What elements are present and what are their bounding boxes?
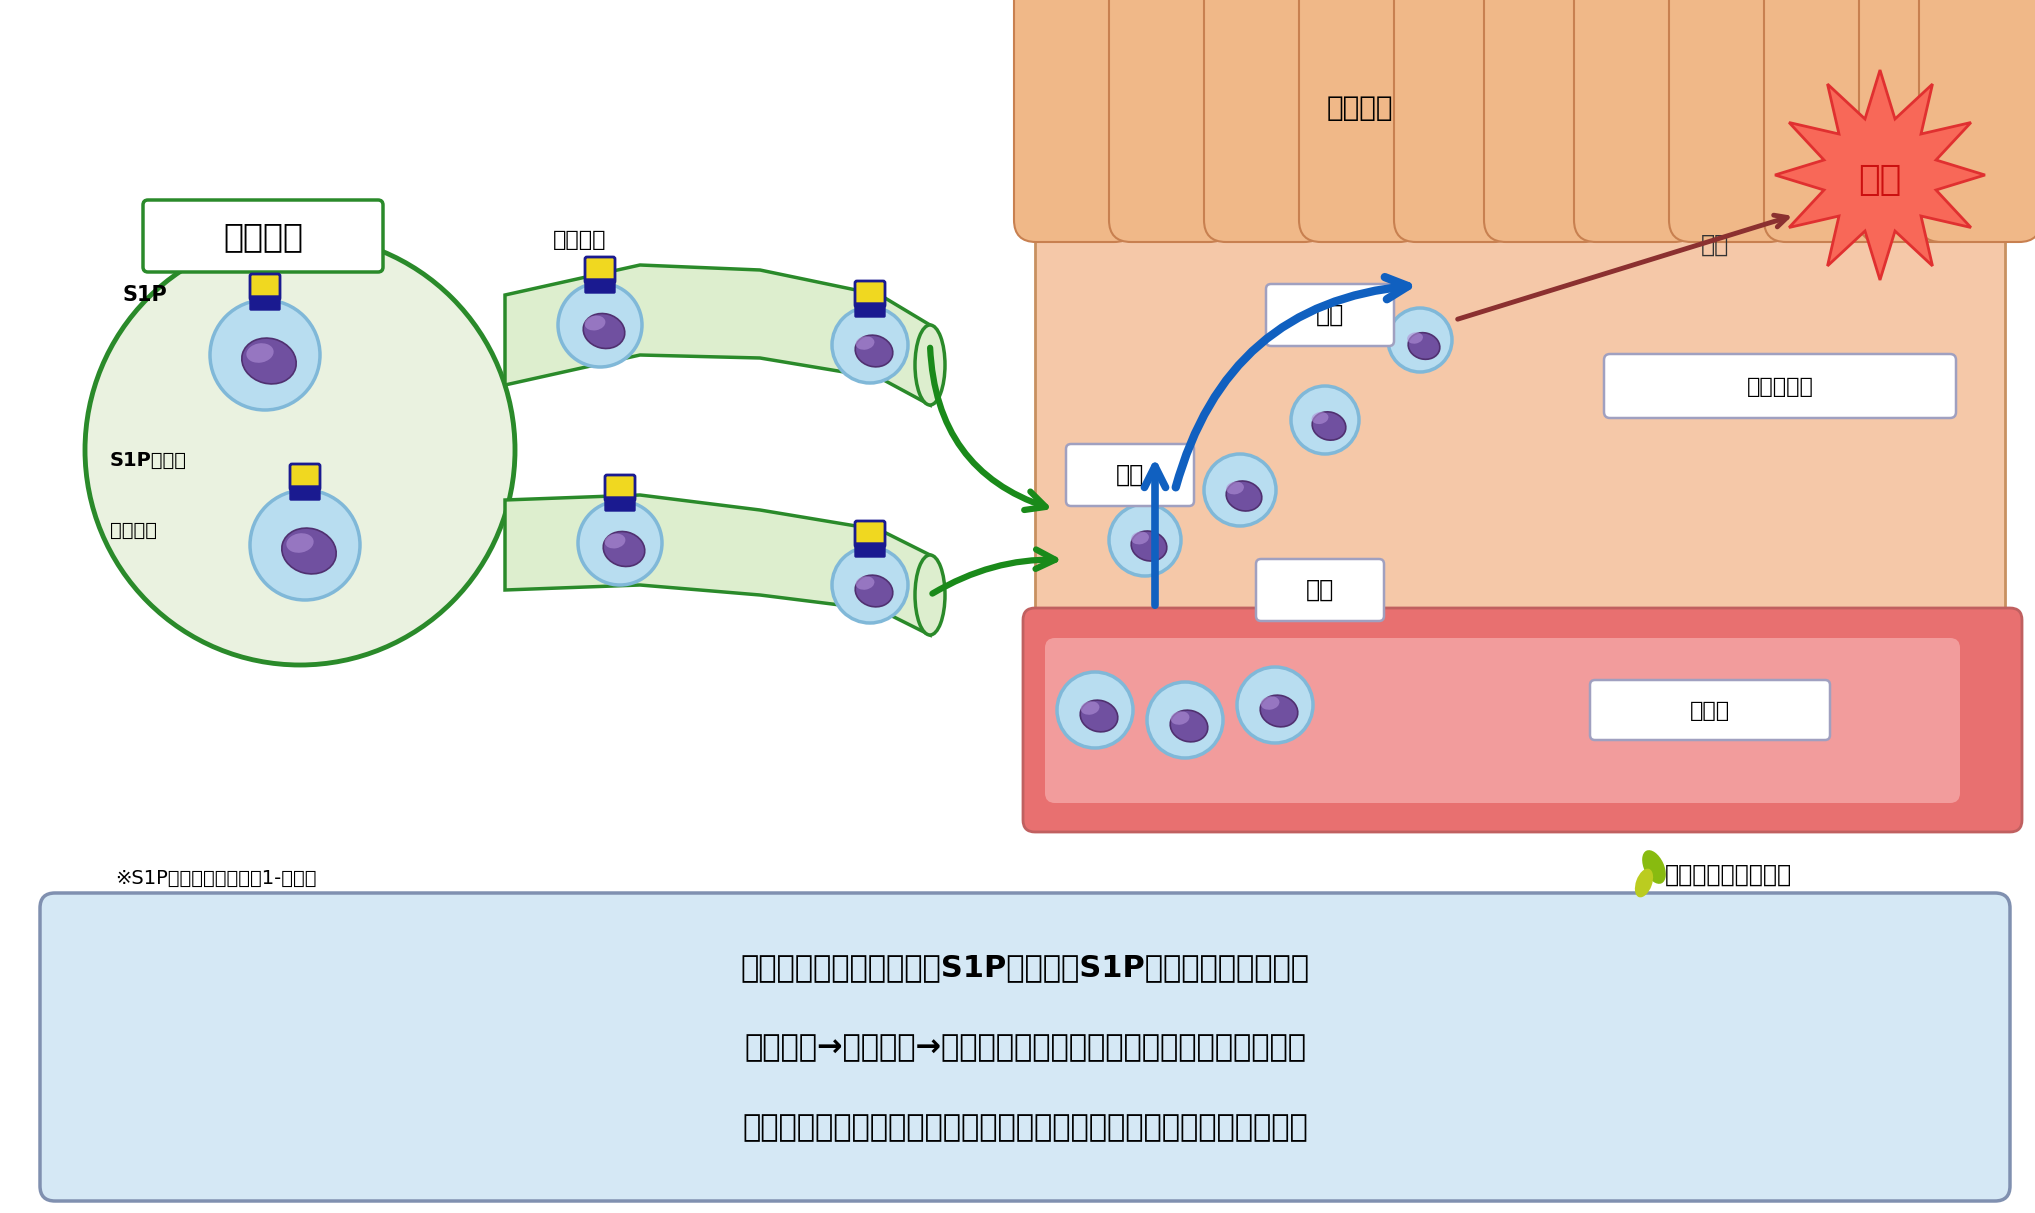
Circle shape	[578, 501, 661, 585]
Ellipse shape	[584, 313, 625, 348]
Ellipse shape	[584, 315, 606, 330]
Text: 攻撃: 攻撃	[1701, 233, 1730, 257]
Circle shape	[85, 235, 515, 665]
Circle shape	[1148, 682, 1223, 758]
Text: 血管内のリンパ球は、大腸の炎症部位に遊走し、炎症を引き起こす。: 血管内のリンパ球は、大腸の炎症部位に遊走し、炎症を引き起こす。	[743, 1114, 1309, 1143]
Ellipse shape	[604, 534, 625, 548]
Ellipse shape	[916, 325, 944, 405]
Text: リンパ節: リンパ節	[224, 221, 303, 254]
FancyBboxPatch shape	[1860, 0, 1980, 243]
Text: S1P受容体: S1P受容体	[110, 450, 187, 469]
Text: 接着: 接着	[1306, 579, 1335, 602]
Ellipse shape	[281, 528, 336, 574]
Circle shape	[1109, 503, 1180, 576]
Circle shape	[1205, 454, 1276, 526]
Ellipse shape	[1170, 710, 1209, 742]
Ellipse shape	[916, 556, 944, 634]
Ellipse shape	[1131, 531, 1150, 545]
Ellipse shape	[602, 531, 645, 566]
FancyBboxPatch shape	[142, 200, 383, 272]
Ellipse shape	[1260, 695, 1298, 727]
Circle shape	[558, 283, 641, 368]
FancyBboxPatch shape	[1046, 638, 1960, 803]
Ellipse shape	[1642, 850, 1667, 884]
Text: リンパ球: リンパ球	[110, 520, 157, 540]
FancyBboxPatch shape	[1669, 0, 1791, 243]
Text: リンパ節→リンパ管→血管内へのリンパ球の輸送が行われている。: リンパ節→リンパ管→血管内へのリンパ球の輸送が行われている。	[745, 1033, 1306, 1063]
Ellipse shape	[855, 576, 875, 590]
Text: 新薬情報オンライン: 新薬情報オンライン	[1665, 862, 1791, 887]
Polygon shape	[505, 264, 930, 405]
Text: S1P: S1P	[122, 285, 167, 304]
Ellipse shape	[1634, 869, 1652, 898]
FancyBboxPatch shape	[1205, 0, 1327, 243]
Ellipse shape	[1227, 482, 1262, 511]
Text: 大腸組織内: 大腸組織内	[1746, 377, 1813, 397]
Ellipse shape	[246, 343, 273, 363]
Ellipse shape	[1408, 332, 1441, 359]
FancyBboxPatch shape	[1589, 680, 1829, 740]
Text: 浸潤: 浸潤	[1115, 463, 1144, 486]
FancyBboxPatch shape	[1764, 0, 1886, 243]
Polygon shape	[1775, 70, 1984, 280]
FancyBboxPatch shape	[584, 279, 615, 294]
Ellipse shape	[1081, 701, 1099, 714]
Circle shape	[1056, 672, 1133, 748]
FancyBboxPatch shape	[584, 257, 615, 283]
Text: ※S1P：スフィンゴシン1-リン酸: ※S1P：スフィンゴシン1-リン酸	[116, 869, 317, 888]
Text: 炎症: 炎症	[1858, 163, 1901, 197]
Text: 大腸粘膜: 大腸粘膜	[1327, 93, 1394, 123]
Circle shape	[1237, 667, 1313, 744]
Circle shape	[832, 307, 908, 383]
FancyBboxPatch shape	[291, 486, 319, 500]
Polygon shape	[505, 495, 930, 634]
Circle shape	[832, 547, 908, 623]
FancyBboxPatch shape	[1266, 284, 1394, 346]
Ellipse shape	[1260, 696, 1280, 710]
Circle shape	[1388, 308, 1453, 372]
FancyBboxPatch shape	[1394, 0, 1516, 243]
FancyBboxPatch shape	[1573, 0, 1695, 243]
Text: リンパ管: リンパ管	[554, 230, 606, 250]
Ellipse shape	[1313, 412, 1345, 440]
Ellipse shape	[855, 335, 893, 366]
FancyBboxPatch shape	[1604, 354, 1956, 418]
FancyBboxPatch shape	[1036, 146, 2004, 685]
Ellipse shape	[855, 575, 893, 606]
Circle shape	[250, 490, 360, 600]
Ellipse shape	[1406, 332, 1422, 343]
FancyBboxPatch shape	[1256, 559, 1384, 621]
Text: リンパ球に発現しているS1P受容体にS1Pが結合することで、: リンパ球に発現しているS1P受容体にS1Pが結合することで、	[741, 953, 1309, 983]
Circle shape	[1290, 386, 1359, 454]
FancyBboxPatch shape	[855, 522, 885, 547]
Ellipse shape	[1313, 412, 1329, 425]
FancyBboxPatch shape	[250, 296, 281, 311]
Ellipse shape	[287, 534, 313, 553]
FancyBboxPatch shape	[855, 303, 885, 317]
Ellipse shape	[1225, 482, 1243, 495]
FancyBboxPatch shape	[1013, 0, 1136, 243]
Ellipse shape	[855, 336, 875, 349]
Text: 血管内: 血管内	[1689, 701, 1730, 721]
FancyBboxPatch shape	[1024, 608, 2023, 832]
FancyBboxPatch shape	[1066, 444, 1195, 506]
FancyBboxPatch shape	[855, 281, 885, 307]
Circle shape	[210, 300, 319, 410]
FancyBboxPatch shape	[1298, 0, 1420, 243]
Text: 遊走: 遊走	[1317, 303, 1345, 328]
FancyBboxPatch shape	[291, 465, 319, 490]
FancyBboxPatch shape	[1484, 0, 1606, 243]
FancyBboxPatch shape	[41, 893, 2011, 1201]
FancyBboxPatch shape	[855, 543, 885, 557]
FancyBboxPatch shape	[604, 497, 635, 511]
Ellipse shape	[1081, 700, 1117, 731]
Ellipse shape	[1131, 531, 1166, 560]
FancyBboxPatch shape	[604, 475, 635, 501]
FancyBboxPatch shape	[250, 274, 281, 300]
FancyBboxPatch shape	[1109, 0, 1231, 243]
Ellipse shape	[242, 338, 297, 385]
Ellipse shape	[1170, 711, 1188, 724]
FancyBboxPatch shape	[1919, 0, 2035, 243]
